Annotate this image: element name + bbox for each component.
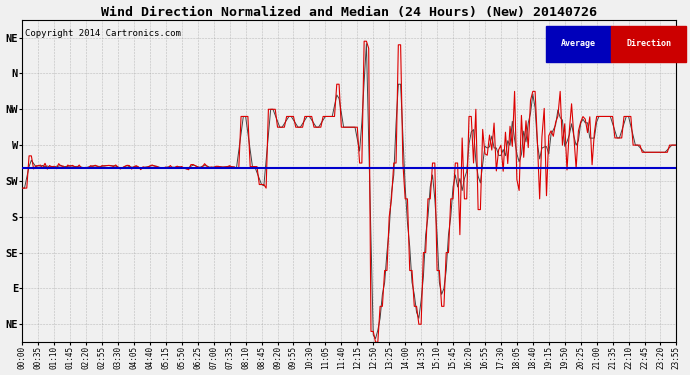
- Text: Direction: Direction: [627, 39, 671, 48]
- FancyBboxPatch shape: [611, 26, 687, 62]
- Text: Copyright 2014 Cartronics.com: Copyright 2014 Cartronics.com: [26, 29, 181, 38]
- Text: Average: Average: [561, 39, 595, 48]
- FancyBboxPatch shape: [546, 26, 611, 62]
- Title: Wind Direction Normalized and Median (24 Hours) (New) 20140726: Wind Direction Normalized and Median (24…: [101, 6, 598, 18]
